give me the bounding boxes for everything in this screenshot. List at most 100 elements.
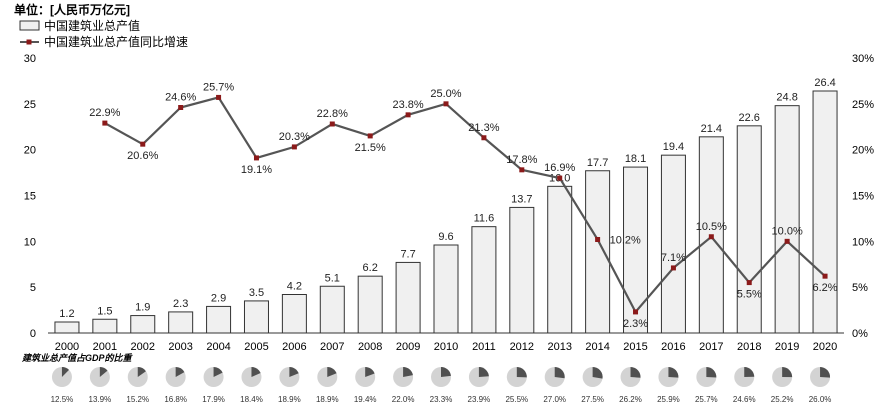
gdp-share-pie-2016: 25.9% [657,367,680,404]
x-tick-label: 2005 [244,341,268,353]
growth-line-series [102,94,828,315]
legend-line-label: 中国建筑业总产值同比增速 [44,34,188,49]
growth-point-2017 [708,234,714,240]
growth-point-2016 [670,265,676,271]
x-tick-label: 2000 [55,341,79,353]
right-axis: 0% 5% 10% 15% 20% 25% 30% [852,53,874,340]
pie-share-slice [289,367,299,377]
gdp-share-pie-2013: 27.0% [543,367,566,404]
growth-point-2005 [253,155,259,161]
left-axis-tick-label: 10 [24,236,36,248]
gdp-share-pie-2006: 18.9% [278,367,301,404]
bar-value-label: 21.4 [701,123,722,135]
growth-value-label: 21.3% [468,122,499,134]
x-tick-label: 2011 [472,341,496,353]
pie-share-slice [365,367,375,377]
bar-2012 [509,206,535,334]
growth-point-2018 [746,280,752,286]
left-axis-tick-label: 20 [24,145,36,157]
pie-share-slice [61,367,70,377]
growth-line [104,96,826,314]
pie-share-label: 19.4% [354,395,377,404]
left-axis: 0 5 10 15 20 25 30 [24,53,36,340]
pie-share-slice [592,367,603,379]
bar-2006 [281,294,307,334]
bar-2009 [395,261,421,334]
growth-value-label: 23.8% [392,99,423,111]
x-tick-label: 2019 [775,341,799,353]
gdp-share-pie-2011: 23.9% [468,367,490,404]
gdp-share-pie-2019: 25.2% [771,367,794,404]
growth-point-2002 [140,141,146,147]
gdp-share-title: 建筑业总产值占GDP的比重 [21,353,134,363]
x-tick-label: 2010 [434,341,458,353]
bar-value-label: 11.6 [474,213,495,225]
unit-label: 单位：[人民币万亿元] [14,2,130,17]
pie-share-label: 27.0% [543,395,566,404]
growth-value-label: 25.7% [203,81,234,93]
growth-value-label: 19.1% [241,164,272,176]
pie-share-label: 27.5% [581,395,604,404]
left-axis-tick-label: 25 [24,99,36,111]
bar-value-label: 24.8 [776,92,797,104]
pie-share-label: 25.9% [657,395,680,404]
right-axis-tick-label: 15% [852,191,874,203]
growth-point-2015 [633,309,639,315]
gdp-share-pie-2001: 13.9% [89,367,111,404]
growth-point-2003 [178,105,184,110]
bar-value-label: 26.4 [814,77,835,89]
pie-share-slice [516,367,527,378]
growth-point-2019 [784,238,790,244]
gdp-share-pie-2004: 17.9% [202,367,225,404]
growth-value-label: 10.2% [610,235,641,247]
gdp-share-pie-2018: 24.6% [733,367,756,404]
growth-value-label: 22.8% [317,108,348,120]
growth-value-label: 10.0% [772,225,803,237]
pie-share-label: 26.2% [619,395,642,404]
pie-share-slice [744,367,755,377]
growth-point-2020 [822,273,828,279]
growth-point-2001 [102,120,108,126]
growth-point-2010 [443,101,449,107]
growth-point-2014 [595,237,601,242]
bar-2020 [812,90,838,334]
legend: 中国建筑业总产值 中国建筑业总产值同比增速 [19,18,188,49]
gdp-share-pie-2005: 18.4% [240,367,263,404]
left-axis-tick-label: 15 [24,191,36,203]
bar-value-label: 2.9 [211,292,226,304]
left-axis-tick-label: 0 [30,328,36,340]
growth-value-label: 20.3% [279,131,310,143]
left-axis-tick-label: 5 [30,282,36,294]
pie-share-slice [175,367,185,377]
bar-value-label: 2.3 [173,298,188,310]
bar-value-label: 22.6 [739,112,760,124]
growth-point-2009 [405,112,411,118]
gdp-share-pie-2010: 23.3% [430,367,452,404]
bar-2007 [319,285,345,334]
bar-2001 [92,318,118,334]
gdp-share-pie-2000: 12.5% [51,367,73,404]
bar-series [54,90,838,334]
gdp-share-pie-2009: 22.0% [392,367,414,404]
growth-value-label: 25.0% [430,88,461,100]
growth-point-2008 [367,133,373,139]
pie-share-slice [251,367,261,377]
pie-share-slice [630,366,641,378]
pie-share-label: 18.4% [240,395,263,404]
gdp-share-pie-2008: 19.4% [354,367,377,404]
right-axis-tick-label: 25% [852,99,874,111]
growth-point-2004 [216,94,222,100]
x-tick-label: 2017 [699,341,723,353]
pie-share-label: 25.2% [771,395,794,404]
gdp-share-pie-2012: 25.5% [505,367,528,404]
pie-share-label: 18.9% [278,395,301,404]
right-axis-tick-label: 10% [852,236,874,248]
pie-share-slice [782,367,793,378]
growth-value-label: 16.9% [544,162,575,174]
pie-share-slice [668,367,679,378]
growth-value-label: 24.6% [165,92,196,104]
x-tick-label: 2004 [206,341,230,353]
bar-2015 [623,166,649,334]
pie-share-slice [478,367,489,377]
left-axis-tick-label: 30 [24,53,36,65]
